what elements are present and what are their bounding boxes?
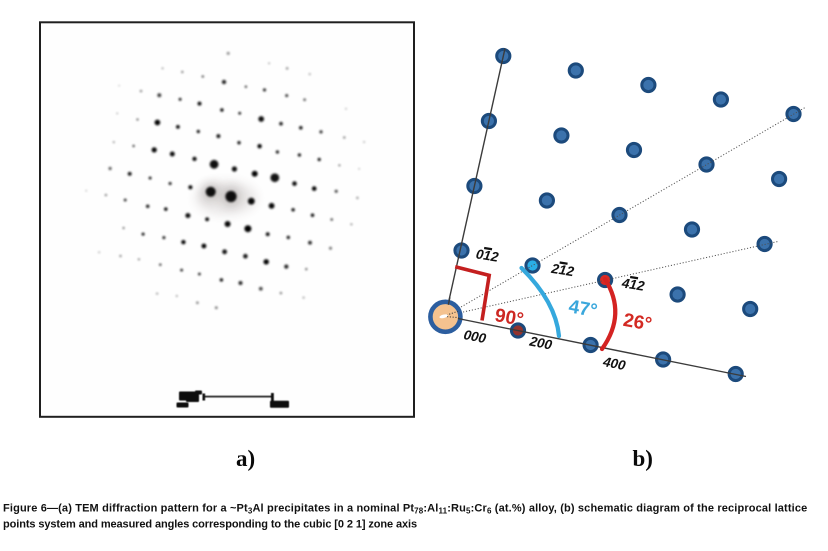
svg-text:47°: 47° <box>567 296 599 322</box>
svg-text:90°: 90° <box>493 305 525 331</box>
svg-text:212: 212 <box>549 261 575 280</box>
svg-text:26°: 26° <box>621 310 653 336</box>
svg-text:a): a) <box>236 446 255 471</box>
svg-text:000: 000 <box>462 327 487 346</box>
svg-text:012: 012 <box>475 246 500 264</box>
svg-text:400: 400 <box>601 354 627 373</box>
svg-text:Figure 6—(a) TEM diffraction p: Figure 6—(a) TEM diffraction pattern for… <box>3 503 807 516</box>
svg-text:b): b) <box>633 446 653 471</box>
svg-text:200: 200 <box>527 333 553 352</box>
svg-text:points system and measured ang: points system and measured angles corres… <box>3 519 417 531</box>
svg-text:412: 412 <box>620 275 646 294</box>
